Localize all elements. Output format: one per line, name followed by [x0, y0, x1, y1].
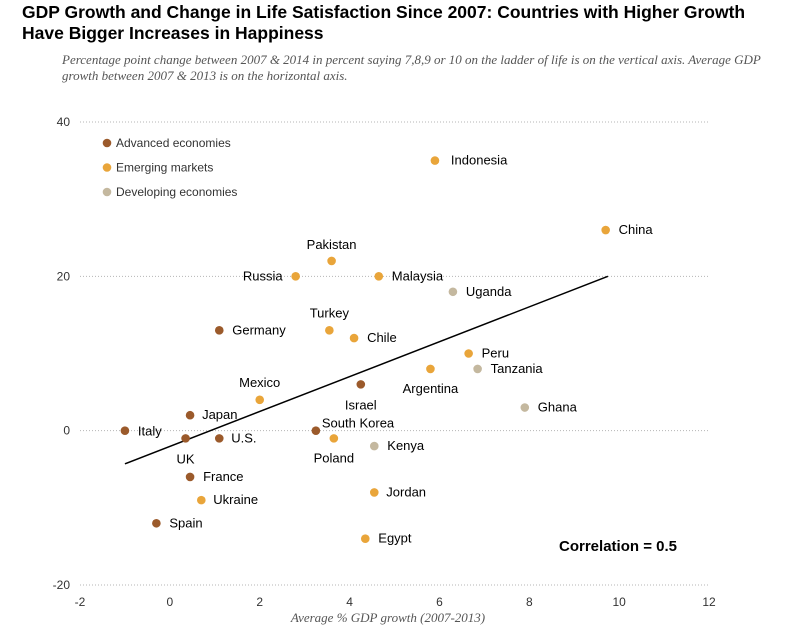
data-point-label: Jordan	[386, 484, 426, 499]
legend-label: Advanced economies	[116, 136, 231, 150]
data-point	[448, 287, 458, 297]
data-point	[473, 364, 482, 374]
legend: Advanced economies Emerging markets Develo…	[102, 136, 237, 199]
data-point-label: Ukraine	[213, 492, 258, 507]
data-point	[152, 518, 161, 528]
x-tick-label: 12	[702, 595, 716, 609]
data-point	[329, 434, 339, 443]
trend-line	[124, 275, 609, 465]
data-point-label: Argentina	[403, 381, 459, 396]
x-axis-label: Average % GDP growth (2007-2013)	[290, 610, 485, 625]
x-tick-label: -2	[75, 595, 86, 609]
data-point	[374, 272, 384, 281]
x-tick-label: 2	[256, 595, 263, 609]
data-point-label: Poland	[314, 450, 354, 465]
trend-layer	[124, 275, 609, 465]
x-tick-label: 4	[346, 595, 353, 609]
x-tick-label: 10	[612, 595, 626, 609]
data-point	[369, 441, 379, 451]
data-point	[214, 434, 224, 443]
data-point	[197, 495, 206, 505]
data-point-label: Pakistan	[307, 237, 357, 252]
data-point-label: Turkey	[310, 305, 350, 320]
x-tick-label: 6	[436, 595, 443, 609]
data-point-label: Spain	[169, 515, 202, 530]
correlation-annotation: Correlation = 0.5	[559, 538, 677, 555]
y-tick-label: 40	[57, 115, 71, 129]
data-point-label: Israel	[345, 397, 377, 412]
data-point-label: Italy	[138, 424, 162, 439]
data-point-label: Egypt	[378, 531, 412, 546]
data-point	[185, 472, 195, 482]
data-point	[464, 349, 473, 358]
data-point-label: Mexico	[239, 375, 280, 390]
y-tick-label: 0	[63, 424, 70, 438]
data-point-label: Chile	[367, 330, 397, 345]
data-point	[369, 488, 379, 497]
data-point	[430, 156, 440, 165]
data-point-label: UK	[177, 451, 195, 466]
data-point-label: Tanzania	[491, 361, 544, 376]
data-point-label: Germany	[232, 322, 286, 337]
data-point-label: Peru	[482, 346, 509, 361]
legend-label: Developing economies	[116, 185, 237, 199]
data-point	[327, 256, 336, 266]
x-tick-label: 8	[526, 595, 533, 609]
legend-marker	[102, 187, 112, 197]
data-point-label: Japan	[202, 407, 237, 422]
chart-title: GDP Growth and Change in Life Satisfacti…	[22, 2, 746, 43]
data-point-label: Indonesia	[451, 153, 508, 168]
y-tick-label: 20	[57, 269, 71, 283]
data-point	[120, 426, 130, 435]
data-point	[291, 272, 300, 281]
data-point	[520, 403, 530, 412]
data-point	[426, 364, 435, 374]
chart-subtitle: Percentage point change between 2007 & 2…	[62, 52, 761, 83]
data-point-label: Malaysia	[392, 268, 444, 283]
data-point	[185, 410, 195, 420]
data-point	[325, 326, 334, 335]
data-point	[349, 333, 359, 343]
legend-marker	[102, 163, 112, 172]
legend-marker	[102, 138, 112, 148]
data-point	[181, 434, 190, 443]
x-tick-label: 0	[167, 595, 174, 609]
data-point-label: South Korea	[322, 416, 395, 431]
data-point	[255, 395, 265, 405]
data-point-label: China	[619, 222, 654, 237]
data-point	[356, 380, 366, 389]
data-point-label: Kenya	[387, 438, 425, 453]
data-point	[311, 426, 321, 435]
legend-label: Emerging markets	[116, 161, 213, 175]
data-point	[214, 326, 224, 335]
data-point-label: Russia	[243, 268, 284, 283]
point-layer: Indonesia China Pakistan Russia Malaysia Ugan…	[120, 153, 654, 546]
y-tick-label: -20	[53, 578, 71, 592]
data-point	[601, 225, 610, 235]
data-point-label: Uganda	[466, 284, 512, 299]
data-point-label: Ghana	[538, 400, 578, 415]
data-point-label: U.S.	[231, 430, 256, 445]
data-point	[360, 534, 370, 543]
data-point-label: France	[203, 469, 243, 484]
